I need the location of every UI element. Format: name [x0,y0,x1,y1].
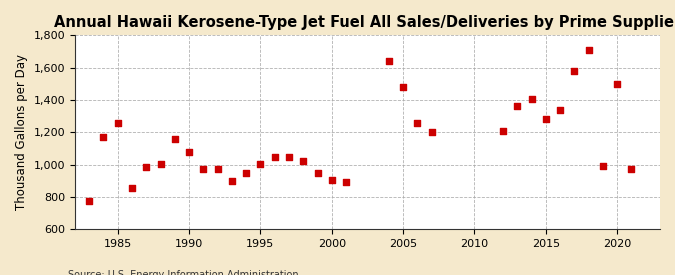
Point [298,158,308,163]
Point [312,170,323,175]
Point [141,165,152,169]
Point [555,108,566,112]
Point [84,199,95,203]
Point [327,178,338,182]
Point [526,97,537,101]
Point [569,69,580,73]
Point [398,85,408,89]
Point [612,82,622,86]
Point [255,162,266,166]
Point [241,170,252,175]
Point [512,104,522,109]
Point [98,135,109,139]
Point [227,178,238,183]
Point [626,166,637,171]
Point [427,130,437,134]
Point [284,154,294,159]
Point [412,120,423,125]
Y-axis label: Thousand Gallons per Day: Thousand Gallons per Day [15,54,28,210]
Point [112,121,123,126]
Point [127,186,138,190]
Point [155,162,166,166]
Point [541,116,551,121]
Point [383,59,394,64]
Point [269,155,280,160]
Point [597,164,608,169]
Point [583,48,594,52]
Title: Annual Hawaii Kerosene-Type Jet Fuel All Sales/Deliveries by Prime Supplier: Annual Hawaii Kerosene-Type Jet Fuel All… [54,15,675,30]
Point [184,150,194,154]
Text: Source: U.S. Energy Information Administration: Source: U.S. Energy Information Administ… [68,271,298,275]
Point [169,137,180,141]
Point [198,166,209,171]
Point [497,128,508,133]
Point [212,166,223,171]
Point [341,179,352,184]
